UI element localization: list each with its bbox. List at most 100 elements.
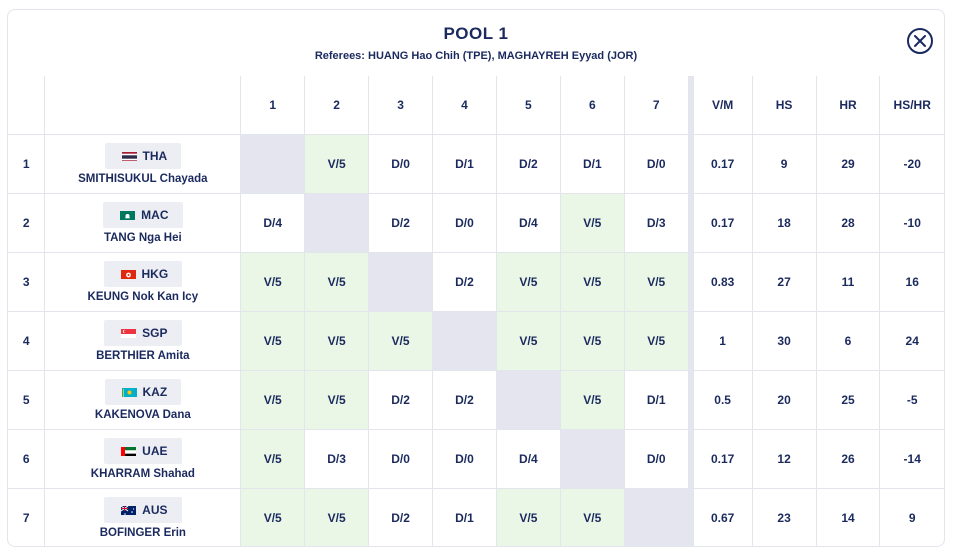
bout-result: D/1 bbox=[559, 134, 625, 194]
bout-result: D/0 bbox=[623, 134, 689, 194]
bout-result: D/1 bbox=[432, 134, 497, 194]
bout-result: D/2 bbox=[495, 134, 561, 194]
nation-badge: THA bbox=[104, 143, 182, 169]
bout-result: D/0 bbox=[623, 429, 689, 489]
self-cell bbox=[432, 311, 497, 371]
fencer-name[interactable]: BERTHIER Amita bbox=[96, 350, 190, 362]
bout-result: V/5 bbox=[559, 488, 625, 546]
bout-result: V/5 bbox=[240, 252, 306, 312]
hs-value: 30 bbox=[751, 311, 817, 371]
nation-badge: SGP bbox=[104, 320, 182, 346]
row-number: 2 bbox=[8, 193, 46, 253]
fencer-cell: HKG KEUNG Nok Kan Icy bbox=[44, 252, 242, 312]
ind-value: 9 bbox=[879, 488, 944, 546]
bout-result: D/0 bbox=[432, 429, 497, 489]
close-button[interactable] bbox=[907, 28, 933, 54]
header-hs: HS bbox=[751, 76, 817, 135]
fencer-cell: SGP BERTHIER Amita bbox=[44, 311, 242, 371]
header-vm: V/M bbox=[692, 76, 753, 135]
self-cell bbox=[368, 252, 433, 312]
bout-result: V/5 bbox=[368, 311, 433, 371]
bout-result: V/5 bbox=[559, 252, 625, 312]
fencer-name[interactable]: KEUNG Nok Kan Icy bbox=[87, 291, 199, 303]
pool-title: POOL 1 bbox=[443, 24, 509, 43]
ind-value: -20 bbox=[879, 134, 944, 194]
header-row: 1 2 3 4 5 6 7 V/M HS HR HS/HR bbox=[8, 76, 944, 135]
fencer-name[interactable]: SMITHISUKUL Chayada bbox=[78, 173, 208, 185]
nation-code: SGP bbox=[142, 326, 168, 340]
bout-result: V/5 bbox=[240, 429, 306, 489]
bout-result: V/5 bbox=[559, 193, 625, 253]
bout-result: V/5 bbox=[240, 370, 306, 430]
flag-aus-icon bbox=[121, 505, 137, 515]
flag-tha-icon bbox=[121, 151, 137, 161]
vm-value: 0.17 bbox=[692, 134, 753, 194]
fencer-cell: UAE KHARRAM Shahad bbox=[44, 429, 242, 489]
hs-value: 9 bbox=[751, 134, 817, 194]
self-cell bbox=[495, 370, 561, 430]
bout-result: V/5 bbox=[304, 488, 370, 546]
bout-result: D/0 bbox=[368, 134, 433, 194]
bout-result: V/5 bbox=[304, 252, 370, 312]
flag-hkg-icon bbox=[120, 269, 136, 279]
self-cell bbox=[304, 193, 370, 253]
nation-badge: MAC bbox=[103, 202, 183, 228]
table-row: 5 KAZ KAKENOVA Dana V/5 V/5 D/2 D/2 V/5 D/1 0.5 20… bbox=[8, 370, 944, 430]
fencer-cell: MAC TANG Nga Hei bbox=[44, 193, 242, 253]
nation-badge: UAE bbox=[104, 438, 182, 464]
row-number: 7 bbox=[8, 488, 46, 546]
self-cell bbox=[623, 488, 689, 546]
hs-value: 27 bbox=[751, 252, 817, 312]
bout-result: D/1 bbox=[623, 370, 689, 430]
header-fencer bbox=[44, 76, 242, 135]
vm-value: 0.17 bbox=[692, 429, 753, 489]
row-number: 1 bbox=[8, 134, 46, 194]
vm-value: 0.83 bbox=[692, 252, 753, 312]
pool-table: 1 2 3 4 5 6 7 V/M HS HR HS/HR 1 THA SMITHI… bbox=[8, 76, 944, 546]
self-cell bbox=[240, 134, 306, 194]
bout-result: D/2 bbox=[432, 370, 497, 430]
flag-uae-icon bbox=[121, 446, 137, 456]
bout-result: V/5 bbox=[623, 311, 689, 371]
bout-result: D/2 bbox=[368, 193, 433, 253]
header-hr: HR bbox=[815, 76, 881, 135]
fencer-name[interactable]: TANG Nga Hei bbox=[103, 232, 182, 244]
hr-value: 14 bbox=[815, 488, 881, 546]
bout-result: V/5 bbox=[240, 488, 306, 546]
header-bout-1: 1 bbox=[240, 76, 306, 135]
bout-result: D/1 bbox=[432, 488, 497, 546]
vm-value: 0.5 bbox=[692, 370, 753, 430]
nation-code: UAE bbox=[142, 444, 168, 458]
bout-result: V/5 bbox=[495, 488, 561, 546]
ind-value: -10 bbox=[879, 193, 944, 253]
ind-value: -5 bbox=[879, 370, 944, 430]
bout-result: D/2 bbox=[368, 370, 433, 430]
fencer-name[interactable]: KHARRAM Shahad bbox=[90, 468, 195, 480]
fencer-name[interactable]: KAKENOVA Dana bbox=[94, 409, 191, 421]
hs-value: 12 bbox=[751, 429, 817, 489]
bout-result: V/5 bbox=[304, 370, 370, 430]
bout-result: V/5 bbox=[240, 311, 306, 371]
hs-value: 20 bbox=[751, 370, 817, 430]
flag-sgp-icon bbox=[121, 328, 137, 338]
table-row: 6 UAE KHARRAM Shahad V/5 D/3 D/0 D/0 D/4 D/0 0.17… bbox=[8, 429, 944, 489]
hr-value: 28 bbox=[815, 193, 881, 253]
bout-result: D/3 bbox=[623, 193, 689, 253]
nation-code: KAZ bbox=[142, 385, 168, 399]
bout-result: D/2 bbox=[368, 488, 433, 546]
pool-dialog: POOL 1 Referees: HUANG Hao Chih (TPE), M… bbox=[7, 9, 945, 547]
vm-value: 0.17 bbox=[692, 193, 753, 253]
bout-result: D/0 bbox=[432, 193, 497, 253]
header-bout-2: 2 bbox=[304, 76, 370, 135]
table-row: 3 HKG KEUNG Nok Kan Icy V/5 V/5 D/2 V/5 V/5 V/5 0… bbox=[8, 252, 944, 312]
hr-value: 26 bbox=[815, 429, 881, 489]
nation-badge: KAZ bbox=[104, 379, 182, 405]
bout-result: V/5 bbox=[559, 311, 625, 371]
bout-result: V/5 bbox=[559, 370, 625, 430]
bout-result: V/5 bbox=[495, 311, 561, 371]
self-cell bbox=[559, 429, 625, 489]
row-number: 6 bbox=[8, 429, 46, 489]
ind-value: -14 bbox=[879, 429, 944, 489]
fencer-name[interactable]: BOFINGER Erin bbox=[99, 527, 186, 539]
header-ind: HS/HR bbox=[879, 76, 944, 135]
